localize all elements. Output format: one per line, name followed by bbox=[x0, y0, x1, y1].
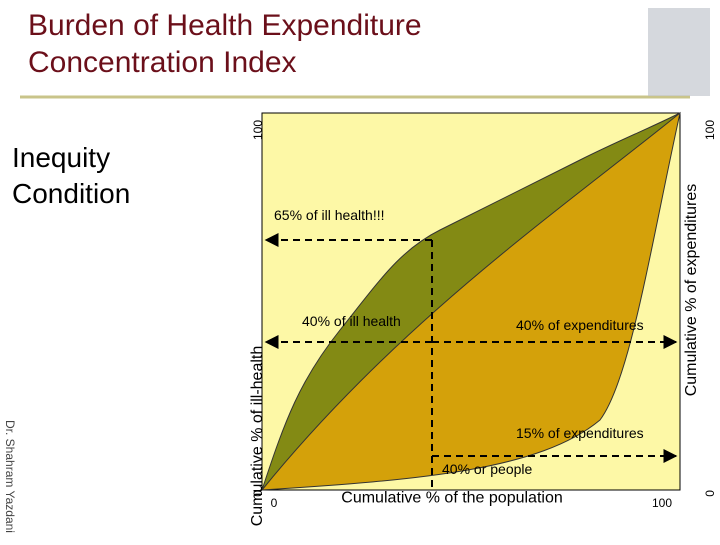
y2-tick-label: 0 bbox=[703, 490, 717, 497]
y-tick-label: 0 bbox=[251, 490, 265, 497]
annotation: 65% of ill health!!! bbox=[274, 207, 385, 223]
title: Burden of Health Expenditure bbox=[28, 9, 422, 42]
title: Concentration Index bbox=[28, 46, 297, 79]
y-tick-label: 100 bbox=[251, 120, 265, 140]
y-axis-label: Cumulative % of ill-health bbox=[249, 346, 266, 527]
annotation: 40% or people bbox=[442, 461, 533, 477]
author: Dr. Shahram Yazdani bbox=[3, 420, 17, 533]
side-heading: Condition bbox=[12, 178, 130, 209]
x-tick-label: 0 bbox=[271, 496, 278, 510]
y2-axis-label: Cumulative % of expenditures bbox=[683, 184, 700, 397]
expenditure-area bbox=[260, 111, 681, 491]
logo bbox=[648, 8, 710, 96]
x-tick-label: 100 bbox=[652, 496, 672, 510]
side-heading: Inequity bbox=[12, 142, 110, 173]
x-axis-label: Cumulative % of the population bbox=[341, 489, 562, 506]
annotation: 40% of expenditures bbox=[516, 317, 644, 333]
annotation: 15% of expenditures bbox=[516, 425, 644, 441]
annotation: 40% of ill health bbox=[302, 313, 401, 329]
y2-tick-label: 100 bbox=[703, 120, 717, 140]
